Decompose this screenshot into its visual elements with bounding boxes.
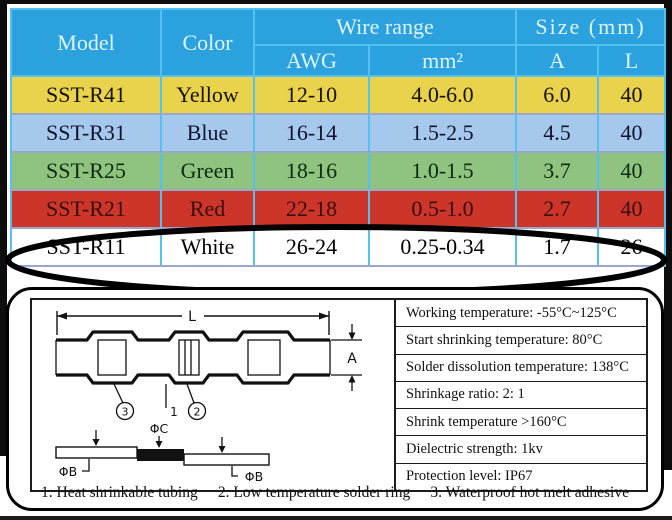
cell-awg: 26-24	[253, 227, 370, 267]
diagram-legend: 1. Heat shrinkable tubing 2. Low tempera…	[19, 481, 651, 505]
spec-start-shrinking-temperature: Start shrinking temperature: 80°C	[396, 327, 646, 355]
cell-mm2: 1.0-1.5	[367, 151, 518, 191]
callout-2: 2	[194, 406, 201, 419]
table-row-sst-r21: SST-R21 Red 22-18 0.5-1.0 2.7 40	[10, 189, 667, 229]
col-header-a: A	[515, 44, 600, 77]
frame-edge-right	[664, 0, 672, 470]
table-row-sst-r25: SST-R25 Green 18-16 1.0-1.5 3.7 40	[10, 151, 667, 191]
cell-color: White	[160, 227, 255, 267]
col-header-awg: AWG	[253, 44, 370, 77]
cell-model: SST-R31	[10, 113, 162, 153]
spec-list: Working temperature: -55°C~125°C Start s…	[396, 300, 646, 490]
cell-model: SST-R21	[10, 189, 162, 229]
tube-inner-details	[55, 339, 331, 376]
cell-mm2: 4.0-6.0	[367, 75, 518, 115]
dim-label-phi-b-right: ΦB	[245, 469, 263, 484]
cell-awg: 16-14	[253, 113, 370, 153]
spec-dielectric-strength: Dielectric strength: 1kv	[396, 436, 646, 464]
cell-model: SST-R25	[10, 151, 162, 191]
cell-l: 26	[597, 227, 667, 267]
col-header-size-mm: Size (mm)	[515, 8, 667, 46]
table-row-sst-r41: SST-R41 Yellow 12-10 4.0-6.0 6.0 40	[10, 75, 667, 115]
cell-mm2: 0.25-0.34	[367, 227, 518, 267]
cell-color: Blue	[160, 113, 255, 153]
spec-solder-dissolution-temperature: Solder dissolution temperature: 138°C	[396, 355, 646, 382]
col-header-model: Model	[10, 8, 162, 77]
header-row-1: Model Color Wire range Size (mm)	[10, 8, 667, 77]
header-row-2: AWG mm² A L	[11, 44, 667, 77]
phi-b-leaders	[82, 459, 238, 477]
frame-edge-top	[0, 0, 672, 4]
cell-l: 40	[597, 75, 667, 115]
arrowhead-wire-left	[92, 439, 100, 446]
wire-connector-spec-table: Model Color Wire range Size (mm) AWG mm²…	[10, 8, 667, 267]
cell-awg: 18-16	[253, 151, 370, 191]
bottom-panel: L	[6, 287, 664, 511]
col-header-wire-range: Wire range	[252, 8, 518, 46]
cell-color: Green	[160, 151, 255, 191]
dim-label-phi-c: ΦC	[150, 421, 169, 436]
cell-l: 40	[597, 151, 667, 191]
spliced-wires	[55, 446, 270, 466]
cell-awg: 12-10	[253, 75, 370, 115]
legend-heat-shrinkable-tubing: 1. Heat shrinkable tubing	[41, 484, 198, 501]
spec-working-temperature: Working temperature: -55°C~125°C	[396, 300, 646, 328]
callout-1: 1	[170, 405, 178, 419]
col-header-l: L	[597, 44, 667, 77]
cell-model: SST-R11	[10, 227, 162, 267]
dim-label-phi-b-left: ΦB	[59, 464, 77, 479]
legend-solder-ring: 2. Low temperature solder ring	[217, 484, 411, 501]
spec-protection-level: Protection level: IP67	[406, 468, 533, 485]
cell-a: 2.7	[515, 189, 600, 229]
diagram-and-specs-box: L	[30, 298, 648, 492]
connector-diagram: L	[32, 300, 396, 490]
table-row-sst-r11: SST-R11 White 26-24 0.25-0.34 1.7 26	[10, 227, 667, 267]
col-header-mm2: mm²	[367, 44, 518, 77]
cell-l: 40	[597, 189, 667, 229]
cell-a: 1.7	[515, 227, 600, 267]
frame-edge-left	[0, 0, 7, 456]
dim-label-L: L	[188, 309, 196, 325]
cell-mm2: 0.5-1.0	[367, 189, 518, 229]
arrowhead-right	[319, 312, 329, 320]
connector-diagram-svg: L	[55, 309, 362, 484]
arrowhead-up	[348, 375, 356, 383]
table-row-sst-r31: SST-R31 Blue 16-14 1.5-2.5 4.5 40	[10, 113, 667, 153]
cell-color: Yellow	[160, 75, 255, 115]
cell-model: SST-R41	[10, 75, 162, 115]
cell-awg: 22-18	[253, 189, 370, 229]
callout-3: 3	[122, 406, 129, 419]
cell-a: 6.0	[515, 75, 600, 115]
cell-mm2: 1.5-2.5	[367, 113, 518, 153]
dim-label-A: A	[347, 351, 357, 367]
arrowhead-phi-c	[155, 441, 163, 448]
callout-leaders	[113, 383, 207, 421]
length-dimension	[56, 311, 330, 335]
spec-shrink-temperature: Shrink temperature >160°C	[396, 409, 646, 437]
arrowhead-left	[57, 312, 67, 320]
frame-edge-bottom	[0, 516, 672, 520]
spec-shrinkage-ratio: Shrinkage ratio: 2: 1	[396, 382, 646, 410]
cell-a: 3.7	[515, 151, 600, 191]
arrowhead-down	[348, 332, 356, 340]
tube-outline	[56, 330, 330, 385]
cell-l: 40	[597, 113, 667, 153]
col-header-color: Color	[160, 8, 255, 77]
cell-a: 4.5	[515, 113, 600, 153]
cell-color: Red	[160, 189, 255, 229]
legend-hot-melt-adhesive: 3. Waterproof hot melt adhesive	[430, 484, 629, 501]
arrowhead-wire-right	[218, 446, 226, 453]
